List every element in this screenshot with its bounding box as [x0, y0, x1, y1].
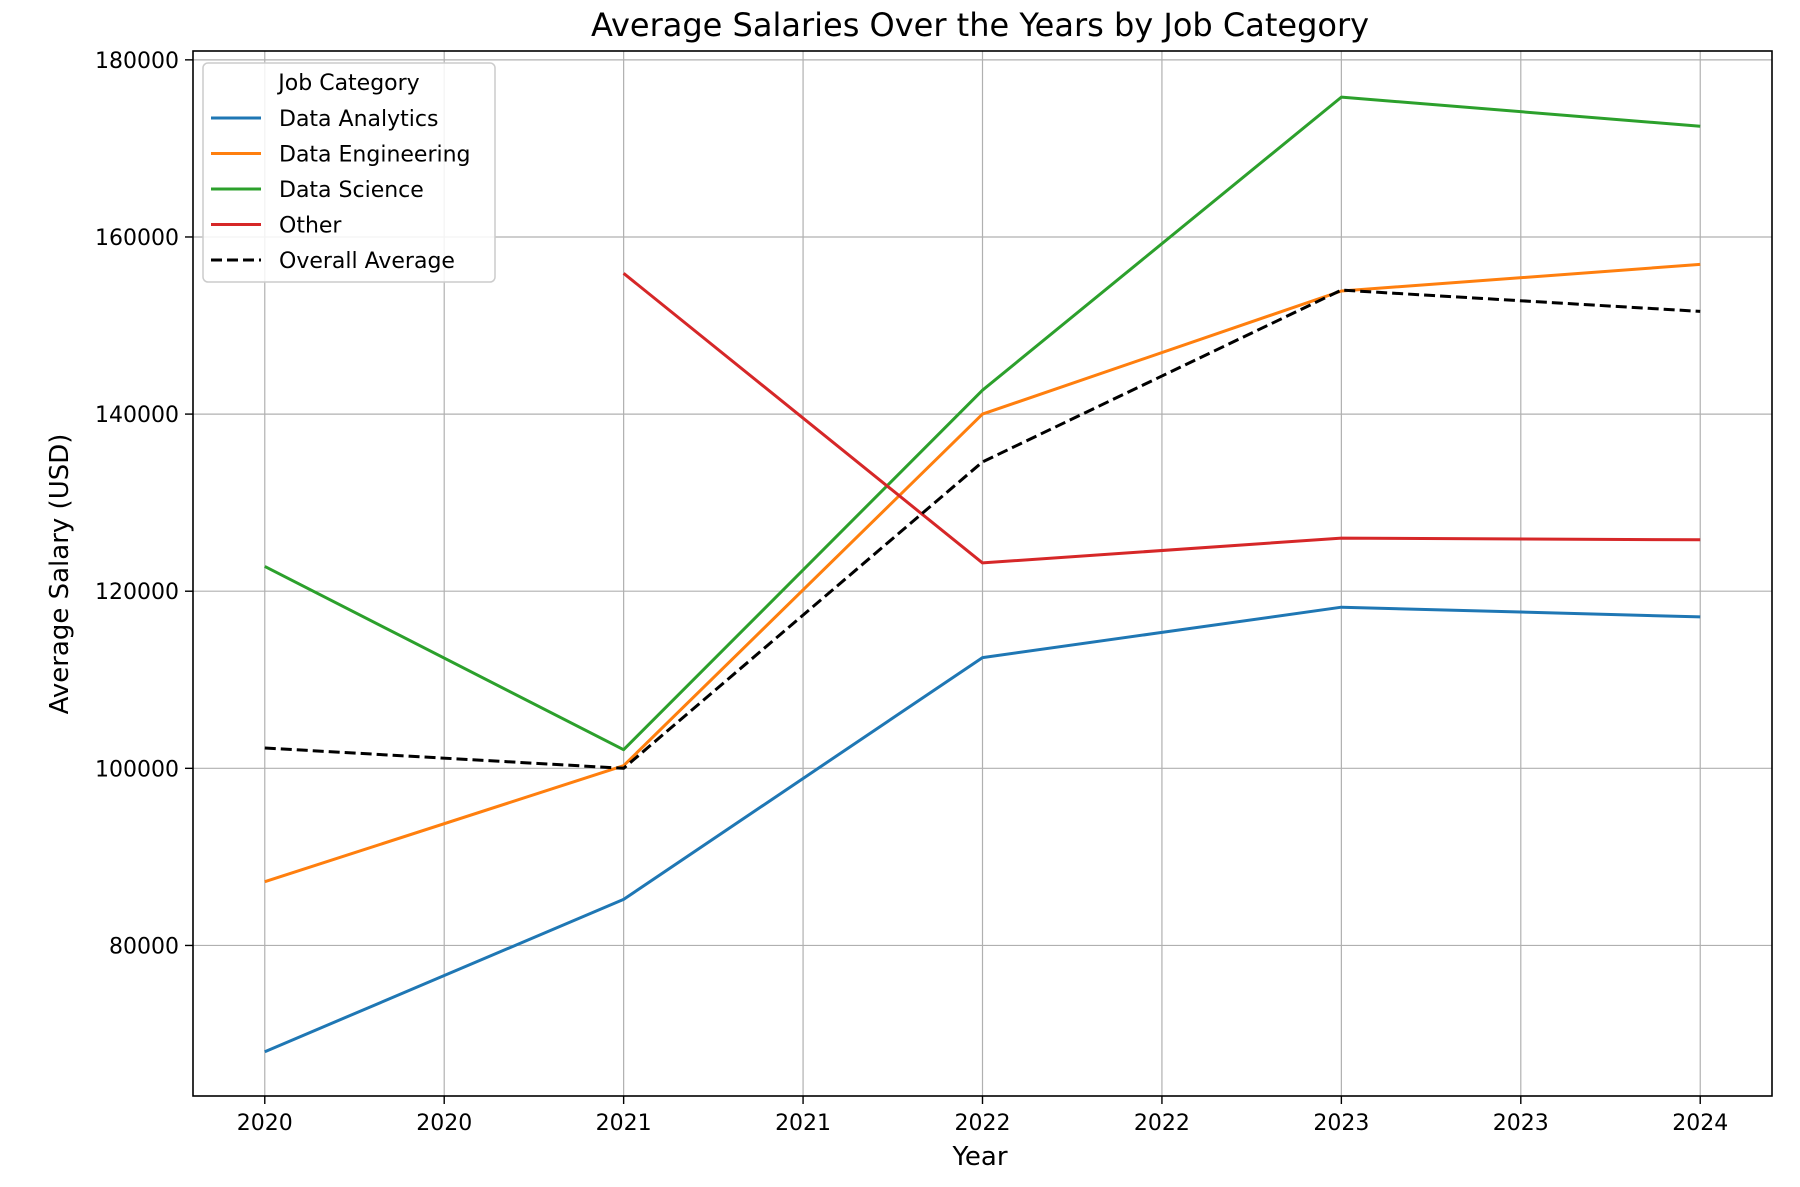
series-lines [264, 95, 1701, 1054]
series-line-data-engineering [264, 262, 1701, 884]
series-line-other [622, 272, 1701, 565]
legend-label-data-engineering: Data Engineering [279, 143, 471, 168]
legend-title: Job Category [276, 71, 419, 96]
legend-label-overall-average: Overall Average [279, 249, 455, 274]
legend-label-data-science: Data Science [279, 178, 424, 203]
legend: Job Category Data Analytics Data Engineer… [202, 62, 496, 283]
series-line-overall-average [264, 288, 1701, 770]
x-tick-label: 2024 [1672, 1111, 1728, 1136]
x-tick-label: 2023 [1313, 1111, 1369, 1136]
x-axis-label: Year [951, 1142, 1007, 1172]
x-tick-label: 2022 [1134, 1111, 1190, 1136]
y-tick-label: 140000 [95, 403, 179, 428]
x-tick-label: 2020 [237, 1111, 293, 1136]
y-axis-label: Average Salary (USD) [45, 434, 75, 715]
legend-label-data-analytics: Data Analytics [279, 107, 438, 132]
x-tick-label: 2020 [416, 1111, 472, 1136]
legend-label-other: Other [279, 214, 342, 239]
x-axis-ticks: 2020 2020 2021 2021 2022 2022 2023 2023 2024 [237, 1096, 1728, 1136]
y-tick-label: 180000 [95, 49, 179, 74]
legend-entries: Data Analytics Data Engineering Data Scien… [211, 107, 471, 274]
series-line-data-analytics [264, 605, 1701, 1054]
y-tick-label: 100000 [95, 757, 179, 782]
x-tick-label: 2021 [596, 1111, 652, 1136]
x-tick-label: 2021 [775, 1111, 831, 1136]
x-tick-label: 2023 [1493, 1111, 1549, 1136]
series-line-data-science [264, 95, 1701, 752]
chart-title: Average Salaries Over the Years by Job C… [591, 6, 1369, 44]
y-axis-ticks: 80000 100000 120000 140000 160000 180000 [95, 49, 193, 959]
y-tick-label: 80000 [109, 934, 179, 959]
y-tick-label: 160000 [95, 226, 179, 251]
x-tick-label: 2022 [955, 1111, 1011, 1136]
y-tick-label: 120000 [95, 580, 179, 605]
legend-box [202, 62, 496, 283]
